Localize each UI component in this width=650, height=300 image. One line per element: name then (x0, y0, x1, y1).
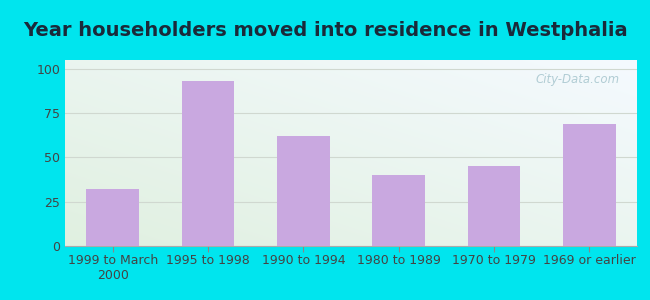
Bar (468, 166, 520, 246)
Bar (277, 136, 330, 246)
Bar (372, 175, 425, 246)
Bar (182, 81, 234, 246)
Text: Year householders moved into residence in Westphalia: Year householders moved into residence i… (23, 21, 627, 40)
Bar (563, 124, 616, 246)
Text: City-Data.com: City-Data.com (536, 73, 620, 86)
Bar (86, 189, 139, 246)
